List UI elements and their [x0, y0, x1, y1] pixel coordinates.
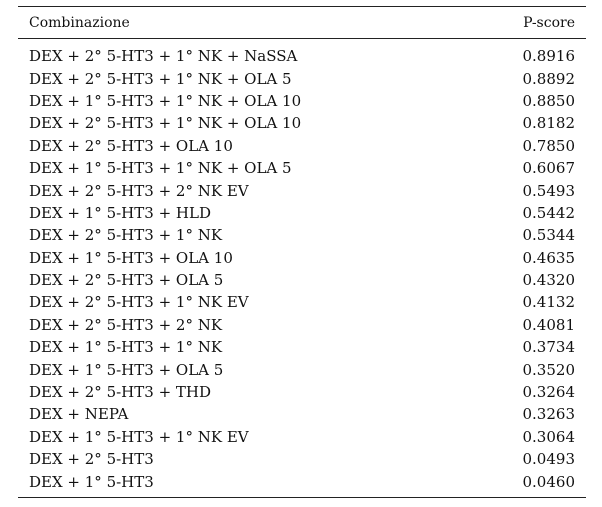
table-header: Combinazione P-score — [18, 7, 586, 38]
score-cell: 0.0460 — [522, 472, 576, 491]
table-row: DEX + 2° 5-HT3 + THD 0.3264 — [18, 381, 586, 403]
combination-cell: DEX + 2° 5-HT3 + 1° NK + NaSSA — [29, 47, 298, 66]
score-cell: 0.6067 — [522, 159, 576, 178]
combination-cell: DEX + 1° 5-HT3 — [29, 472, 154, 491]
score-cell: 0.4132 — [522, 293, 576, 312]
combination-cell: DEX + 2° 5-HT3 + THD — [29, 383, 212, 402]
score-cell: 0.8892 — [522, 69, 576, 88]
table-row: DEX + 1° 5-HT3 + OLA 10 0.4635 — [18, 247, 586, 269]
table-row: DEX + 2° 5-HT3 + OLA 5 0.4320 — [18, 269, 586, 291]
top-rule — [18, 6, 586, 7]
score-cell: 0.4635 — [522, 248, 576, 267]
score-cell: 0.7850 — [522, 136, 576, 155]
score-cell: 0.8182 — [522, 114, 576, 133]
header-score: P-score — [523, 14, 575, 31]
table-row: DEX + 2° 5-HT3 + 1° NK + OLA 10 0.8182 — [18, 112, 586, 134]
score-cell: 0.8850 — [522, 91, 576, 110]
combination-cell: DEX + 2° 5-HT3 — [29, 450, 154, 469]
combination-cell: DEX + 1° 5-HT3 + OLA 10 — [29, 248, 233, 267]
table-row: DEX + 1° 5-HT3 + 1° NK + OLA 5 0.6067 — [18, 157, 586, 179]
combination-cell: DEX + 1° 5-HT3 + 1° NK + OLA 10 — [29, 91, 302, 110]
combination-cell: DEX + 1° 5-HT3 + 1° NK + OLA 5 — [29, 159, 292, 178]
table-row: DEX + 2° 5-HT3 + 1° NK 0.5344 — [18, 224, 586, 246]
combination-cell: DEX + 2° 5-HT3 + 1° NK + OLA 5 — [29, 69, 292, 88]
score-cell: 0.5442 — [522, 203, 576, 222]
combination-cell: DEX + 1° 5-HT3 + OLA 5 — [29, 360, 224, 379]
table-body: DEX + 2° 5-HT3 + 1° NK + NaSSA 0.8916 DEX … — [18, 39, 586, 497]
score-cell: 0.3064 — [522, 427, 576, 446]
table-row: DEX + 1° 5-HT3 + HLD 0.5442 — [18, 202, 586, 224]
combination-cell: DEX + 2° 5-HT3 + 1° NK EV — [29, 293, 249, 312]
score-cell: 0.0493 — [522, 450, 576, 469]
table-row: DEX + 1° 5-HT3 + 1° NK + OLA 10 0.8850 — [18, 90, 586, 112]
combination-cell: DEX + 2° 5-HT3 + 2° NK EV — [29, 181, 249, 200]
score-cell: 0.4081 — [522, 315, 576, 334]
score-cell: 0.3520 — [522, 360, 576, 379]
header-combination: Combinazione — [29, 14, 130, 31]
combination-cell: DEX + 2° 5-HT3 + OLA 5 — [29, 271, 224, 290]
score-cell: 0.3264 — [522, 383, 576, 402]
table-row: DEX + 1° 5-HT3 + 1° NK EV 0.3064 — [18, 426, 586, 448]
score-cell: 0.5344 — [522, 226, 576, 245]
table-row: DEX + 2° 5-HT3 0.0493 — [18, 448, 586, 470]
combination-cell: DEX + 2° 5-HT3 + OLA 10 — [29, 136, 233, 155]
score-cell: 0.5493 — [522, 181, 576, 200]
table-row: DEX + 2° 5-HT3 + 2° NK 0.4081 — [18, 314, 586, 336]
score-cell: 0.3734 — [522, 338, 576, 357]
table-row: DEX + 2° 5-HT3 + OLA 10 0.7850 — [18, 135, 586, 157]
results-table: Combinazione P-score DEX + 2° 5-HT3 + 1°… — [18, 6, 586, 498]
table-row: DEX + 1° 5-HT3 0.0460 — [18, 470, 586, 492]
combination-cell: DEX + 2° 5-HT3 + 1° NK + OLA 10 — [29, 114, 302, 133]
bottom-rule — [18, 496, 586, 498]
table-row: DEX + 2° 5-HT3 + 2° NK EV 0.5493 — [18, 179, 586, 201]
combination-cell: DEX + 1° 5-HT3 + 1° NK EV — [29, 427, 249, 446]
score-cell: 0.8916 — [522, 47, 576, 66]
table-row: DEX + 2° 5-HT3 + 1° NK EV 0.4132 — [18, 291, 586, 313]
combination-cell: DEX + NEPA — [29, 405, 129, 424]
table-row: DEX + 1° 5-HT3 + 1° NK 0.3734 — [18, 336, 586, 358]
combination-cell: DEX + 1° 5-HT3 + HLD — [29, 203, 211, 222]
score-cell: 0.4320 — [522, 271, 576, 290]
combination-cell: DEX + 2° 5-HT3 + 2° NK — [29, 315, 223, 334]
table-row: DEX + NEPA 0.3263 — [18, 403, 586, 425]
combination-cell: DEX + 2° 5-HT3 + 1° NK — [29, 226, 223, 245]
table-row: DEX + 1° 5-HT3 + OLA 5 0.3520 — [18, 358, 586, 380]
table-row: DEX + 2° 5-HT3 + 1° NK + OLA 5 0.8892 — [18, 67, 586, 89]
score-cell: 0.3263 — [522, 405, 576, 424]
combination-cell: DEX + 1° 5-HT3 + 1° NK — [29, 338, 223, 357]
header-rule — [18, 38, 586, 39]
table-row: DEX + 2° 5-HT3 + 1° NK + NaSSA 0.8916 — [18, 45, 586, 67]
